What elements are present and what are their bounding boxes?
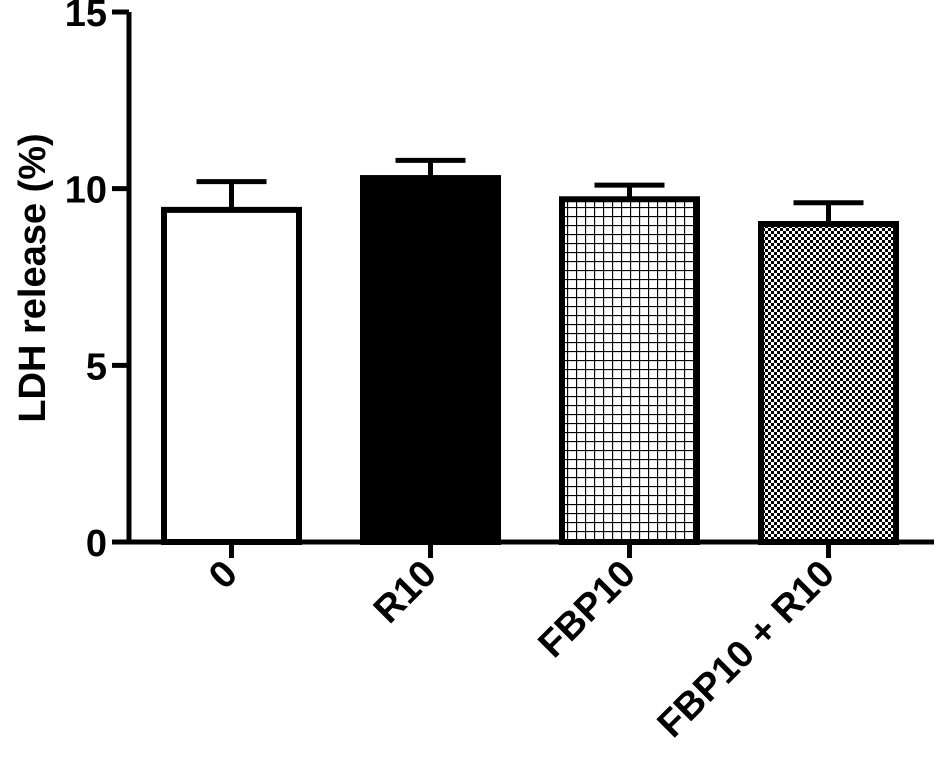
x-tick-label-fbp10-r10: FBP10 + R10 [650, 553, 843, 746]
error-bars [196, 157, 864, 224]
x-tick-label-fbp10: FBP10 [531, 553, 644, 666]
y-tick-label-10: 10 [65, 170, 107, 212]
y-axis-label: LDH release (%) [12, 133, 54, 422]
y-axis-ticks: 0 5 10 15 [65, 0, 129, 565]
y-tick-label-5: 5 [86, 346, 107, 388]
bar-0 [161, 206, 302, 545]
y-tick-label-0: 0 [86, 523, 107, 565]
bar-r10 [360, 175, 501, 545]
x-tick-label-r10: R10 [366, 553, 445, 632]
bars [161, 175, 899, 545]
bar-fbp10 [559, 196, 700, 545]
x-tick-label-0: 0 [201, 553, 246, 598]
x-axis-labels: 0 R10 FBP10 FBP10 + R10 [201, 542, 843, 746]
bar-fbp10-r10 [758, 221, 899, 545]
y-tick-label-15: 15 [65, 0, 107, 35]
